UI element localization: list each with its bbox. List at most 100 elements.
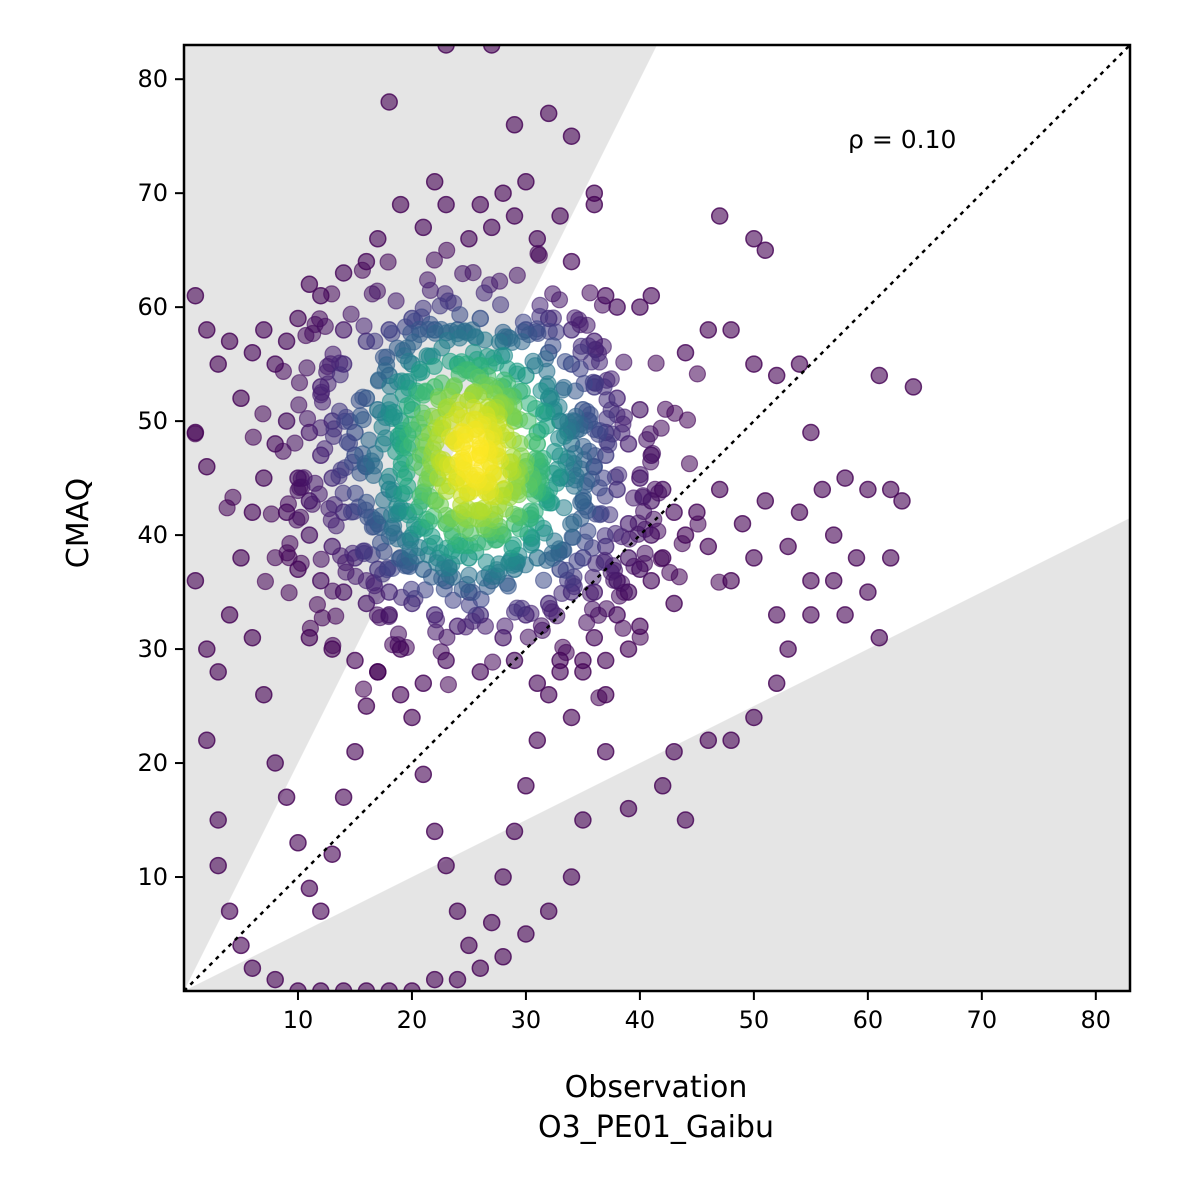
data-point [209, 811, 227, 829]
data-point [471, 195, 490, 214]
density-point [484, 653, 502, 671]
density-point [557, 561, 575, 579]
data-point [665, 594, 683, 613]
lower-shaded-region [184, 518, 1130, 991]
density-point [313, 393, 332, 411]
density-point [673, 534, 691, 553]
data-point [312, 571, 330, 590]
density-point [642, 453, 660, 471]
plot-area [184, 45, 1130, 991]
density-point [562, 515, 580, 533]
data-point [642, 286, 661, 305]
density-point [254, 405, 272, 423]
data-point [346, 742, 364, 761]
data-point [562, 252, 581, 271]
y-tick-label: 80 [137, 65, 168, 93]
x-tick-label: 60 [853, 1006, 884, 1034]
data-point [232, 549, 250, 567]
data-point [904, 378, 923, 396]
density-point [368, 282, 386, 300]
data-point [722, 731, 740, 750]
density-point [262, 505, 280, 523]
density-point [432, 643, 450, 661]
data-point [186, 571, 205, 590]
data-point [391, 195, 410, 214]
data-point [562, 868, 581, 886]
data-point [243, 503, 262, 522]
data-point [767, 366, 786, 385]
data-point [881, 480, 900, 499]
data-point [494, 948, 512, 966]
plot-content [184, 45, 1130, 991]
density-point [354, 680, 373, 698]
data-point [425, 970, 444, 989]
data-point [813, 480, 832, 499]
density-point [290, 396, 308, 414]
data-point [232, 936, 250, 955]
x-axis-label: Observation [565, 1070, 748, 1105]
data-point [266, 970, 284, 989]
x-tick-label: 50 [739, 1006, 770, 1034]
data-point [334, 982, 353, 991]
density-point [353, 261, 371, 279]
density-point [379, 253, 397, 271]
data-point [779, 537, 797, 556]
density-point [354, 411, 372, 429]
data-point [767, 674, 786, 693]
data-point [676, 811, 695, 829]
density-point [366, 332, 384, 350]
density-point [431, 297, 449, 315]
data-point [665, 742, 683, 761]
data-point [699, 537, 718, 556]
data-point [277, 332, 296, 351]
density-point [572, 343, 590, 361]
density-point [281, 534, 299, 553]
density-point [508, 266, 526, 284]
density-point [568, 552, 586, 570]
data-point [300, 879, 319, 898]
data-point [870, 628, 889, 647]
density-point [647, 354, 665, 372]
data-point [745, 230, 763, 248]
data-point [836, 469, 854, 487]
density-point [427, 611, 446, 629]
density-point [477, 553, 495, 571]
data-point [346, 651, 364, 670]
density-point [596, 527, 614, 545]
data-point [779, 640, 797, 658]
x-tick-label: 10 [283, 1006, 314, 1034]
data-point [836, 606, 854, 624]
density-point [290, 374, 309, 392]
data-point [631, 400, 649, 419]
y-tick-label: 20 [137, 749, 168, 777]
density-point [583, 600, 602, 618]
data-point [859, 480, 877, 499]
density-point [544, 337, 562, 355]
y-tick-label: 10 [137, 863, 168, 891]
data-point [802, 571, 820, 590]
data-point [198, 640, 216, 658]
density-point [636, 544, 654, 562]
data-point [551, 207, 569, 225]
data-point [631, 298, 649, 316]
x-tick-label: 40 [625, 1006, 656, 1034]
data-point [312, 902, 330, 920]
data-point [539, 104, 558, 123]
data-point [357, 982, 376, 991]
data-point [653, 777, 672, 795]
data-point [437, 45, 455, 54]
data-point [232, 389, 250, 408]
y-axis-label: CMAQ [61, 478, 96, 568]
density-point [451, 306, 469, 324]
density-point [414, 386, 433, 404]
density-point [680, 455, 699, 473]
density-point [308, 595, 326, 614]
one-to-one-line [184, 45, 1130, 991]
data-point [255, 321, 273, 339]
data-point [608, 298, 626, 316]
density-point [492, 296, 510, 314]
density-point [376, 362, 394, 380]
data-point [266, 754, 284, 772]
data-point [255, 685, 273, 704]
